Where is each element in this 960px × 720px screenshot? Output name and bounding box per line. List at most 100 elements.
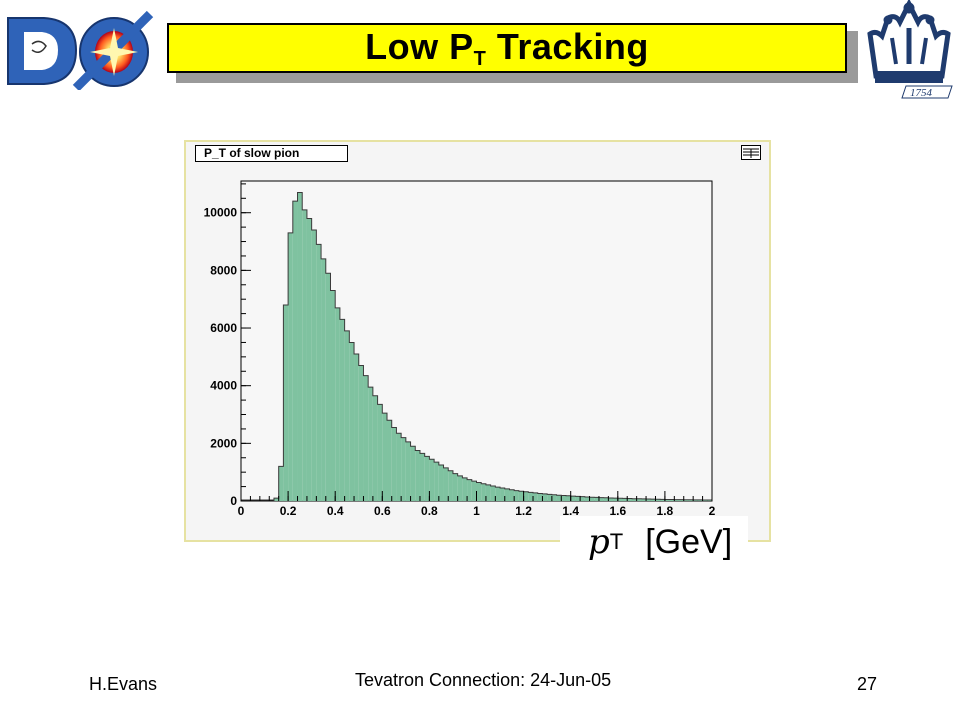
title-subscript: T — [473, 47, 487, 70]
histogram-bin — [311, 230, 317, 501]
histogram-bin — [448, 470, 453, 501]
x-tick-label: 1.4 — [562, 504, 579, 518]
histogram-bin — [476, 482, 482, 501]
histogram-bin — [429, 459, 435, 501]
x-tick-label: 0.6 — [374, 504, 391, 518]
histogram-bin — [278, 466, 284, 501]
histogram-bin — [467, 479, 472, 501]
histogram-bin — [302, 209, 307, 501]
title-banner: Low PT Tracking — [167, 23, 847, 73]
histogram-bin — [674, 499, 680, 501]
histogram-bin — [627, 498, 632, 501]
histogram-bin — [617, 498, 623, 501]
histogram-bin — [646, 499, 651, 501]
histogram-bin — [292, 201, 298, 501]
histogram-bin — [382, 413, 388, 501]
stats-box-icon — [741, 145, 761, 160]
y-tick-label: 4000 — [210, 379, 237, 393]
x-tick-label: 1.6 — [609, 504, 626, 518]
histogram-bin — [495, 487, 501, 501]
histogram-bin — [518, 491, 524, 501]
histogram-bin — [424, 456, 430, 501]
histogram-bin — [561, 495, 566, 501]
histogram-bin — [288, 232, 293, 501]
x-axis-label-var: p — [588, 522, 610, 562]
histogram-bin — [603, 497, 609, 501]
histogram-bin — [410, 446, 416, 501]
histogram-bin — [641, 498, 647, 501]
histogram-bin — [434, 462, 439, 501]
histogram-bin — [339, 319, 345, 501]
histogram-bin — [533, 492, 538, 501]
histogram-bin — [697, 499, 703, 501]
histogram-bin — [575, 496, 581, 501]
x-axis-label: p T [GeV] — [560, 516, 748, 568]
y-tick-label: 6000 — [210, 321, 237, 335]
histogram-bin — [387, 420, 392, 501]
histogram-bin — [589, 497, 595, 501]
histogram-bin — [631, 498, 637, 501]
histogram-outline — [273, 192, 713, 501]
histogram-bin — [344, 330, 350, 501]
histogram-bin — [683, 499, 689, 501]
histogram-bin — [306, 218, 312, 501]
histogram-bin — [321, 258, 326, 501]
title-rest: Tracking — [486, 25, 649, 67]
histogram-bin — [500, 488, 505, 501]
histogram-bin — [688, 499, 694, 501]
x-axis-label-sub: T — [609, 529, 624, 554]
x-tick-label: 1 — [473, 504, 480, 518]
histogram-bin — [613, 498, 618, 501]
histogram-bin — [438, 464, 444, 501]
histogram-bin — [556, 495, 562, 501]
histogram-bin — [594, 497, 599, 501]
x-tick-label: 0.4 — [327, 504, 344, 518]
histogram-bin — [462, 477, 468, 501]
histogram-bin — [396, 433, 402, 501]
histogram-bin — [297, 192, 303, 501]
histogram-bin — [679, 499, 684, 501]
x-tick-label: 0.8 — [421, 504, 438, 518]
histogram-bin — [471, 481, 477, 501]
histogram-bin — [490, 486, 496, 501]
histogram-bin — [664, 499, 670, 501]
x-axis-label-unit: [GeV] — [645, 522, 733, 561]
histogram-bin — [325, 273, 331, 501]
histogram-bin — [693, 499, 698, 501]
histogram-bin — [443, 467, 449, 501]
x-tick-label: 1.2 — [515, 504, 532, 518]
histogram-bin — [660, 499, 665, 501]
x-axis: 0 0.2 0.4 0.6 0.8 1 1.2 1.4 1.6 1.8 2 — [238, 491, 716, 518]
histogram-bin — [584, 496, 590, 501]
histogram-bin — [551, 494, 557, 501]
histogram-bin — [537, 493, 543, 501]
histogram-bin — [636, 498, 642, 501]
histogram-bin — [650, 499, 656, 501]
y-tick-label: 0 — [230, 494, 237, 508]
histogram-bin — [316, 244, 322, 502]
d0-logo — [7, 10, 154, 90]
histogram-bin — [523, 491, 529, 501]
histogram-bin — [368, 387, 373, 501]
slide-title: Low PT Tracking — [365, 26, 649, 71]
histogram-bin — [669, 499, 675, 501]
histogram-title: P_T of slow pion — [195, 145, 348, 162]
crown-logo: 1754 — [867, 0, 953, 99]
y-tick-label: 2000 — [210, 436, 237, 450]
histogram-bin — [354, 353, 359, 501]
histogram-bin — [283, 304, 289, 501]
histogram-bin — [702, 499, 708, 501]
x-tick-label: 0 — [238, 504, 245, 518]
histogram-bin — [547, 494, 552, 501]
histogram-bin — [273, 498, 279, 501]
histogram-bin — [419, 453, 425, 501]
x-tick-label: 2 — [709, 504, 716, 518]
x-tick-label: 1.8 — [657, 504, 674, 518]
histogram-bin — [542, 493, 548, 501]
y-tick-label: 8000 — [210, 263, 237, 277]
histogram-bin — [372, 395, 378, 501]
histogram-bin — [452, 473, 458, 501]
histogram-bin — [358, 365, 364, 501]
y-axis: 0 2000 4000 6000 8000 10000 — [204, 183, 251, 508]
